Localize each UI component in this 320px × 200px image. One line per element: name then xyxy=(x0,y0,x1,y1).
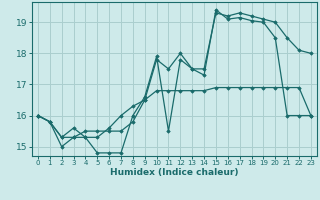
X-axis label: Humidex (Indice chaleur): Humidex (Indice chaleur) xyxy=(110,168,239,177)
